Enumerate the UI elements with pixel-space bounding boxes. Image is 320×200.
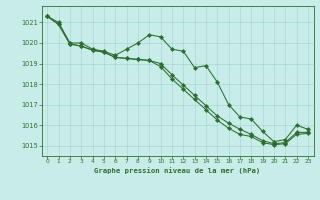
X-axis label: Graphe pression niveau de la mer (hPa): Graphe pression niveau de la mer (hPa)	[94, 167, 261, 174]
